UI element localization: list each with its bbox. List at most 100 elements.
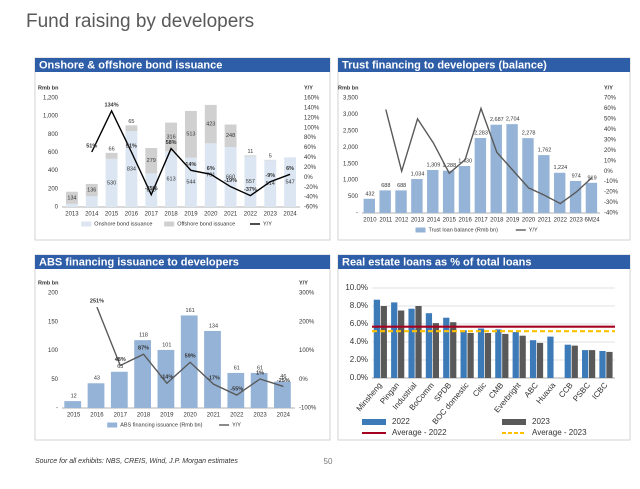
bar xyxy=(87,383,105,408)
y2-tick-label: -20% xyxy=(304,185,319,191)
legend-swatch xyxy=(415,227,426,233)
y-tick-label: 2,000 xyxy=(343,145,359,151)
data-label: 1,762 xyxy=(538,148,552,154)
bar xyxy=(519,335,526,378)
bar xyxy=(571,345,578,378)
y-tick-label: 6.0% xyxy=(350,319,368,328)
x-tick-label: 2021 xyxy=(207,413,221,419)
y2-tick-label: -60% xyxy=(304,205,319,211)
bar xyxy=(411,179,423,213)
y2-tick-label: 0% xyxy=(304,175,313,181)
bar xyxy=(125,131,138,207)
line-series xyxy=(385,106,593,205)
bar xyxy=(495,329,502,378)
y2-tick-label: 60% xyxy=(604,106,617,112)
x-tick-label: 2024 xyxy=(277,413,291,419)
x-tick-label: ICBC xyxy=(590,381,609,402)
legend-label: Y/Y xyxy=(232,422,241,428)
line-label: -55% xyxy=(230,387,243,393)
page-number: 50 xyxy=(324,457,333,466)
data-label: 248 xyxy=(226,133,235,139)
bar xyxy=(274,381,291,408)
legend-label: Y/Y xyxy=(529,227,538,233)
bar xyxy=(165,122,178,152)
line-label: -19% xyxy=(224,178,237,184)
bar xyxy=(204,143,217,207)
y-tick-label: 100 xyxy=(48,348,59,354)
legend-label: Trust loan balance (Rmb bn) xyxy=(429,227,499,233)
legend-label: 2023 xyxy=(532,417,550,426)
bar xyxy=(204,330,221,408)
x-tick-label: 2015 xyxy=(443,218,457,224)
legend-label: Y/Y xyxy=(263,221,272,227)
legend-label: 2022 xyxy=(392,417,410,426)
x-tick-label: 2019 xyxy=(506,218,520,224)
data-label: 1,034 xyxy=(411,171,425,177)
data-label: 544 xyxy=(186,180,195,186)
legend-label: Average - 2023 xyxy=(532,428,587,437)
y-tick-label: 1,000 xyxy=(343,178,359,184)
bar xyxy=(224,147,237,207)
y2-tick-label: 60% xyxy=(304,145,317,151)
data-label: 11 xyxy=(248,149,254,155)
data-label: 660 xyxy=(226,174,235,180)
x-tick-label: 6M24 xyxy=(585,218,601,224)
bar xyxy=(180,315,198,408)
y2-tick-label: 0% xyxy=(299,377,308,383)
bar xyxy=(522,138,534,213)
y-axis-title: Rmb bn xyxy=(338,85,359,91)
x-tick-label: 2023 xyxy=(253,413,267,419)
y-tick-label: 3,000 xyxy=(343,112,359,118)
legend-swatch xyxy=(81,221,92,227)
y2-tick-label: 50% xyxy=(604,116,617,122)
y-tick-label: 0 xyxy=(55,205,59,211)
y2-tick-label: 100% xyxy=(299,348,315,354)
bar xyxy=(538,155,550,213)
bar xyxy=(145,173,158,207)
y2-tick-label: -30% xyxy=(604,200,619,206)
y2-tick-label: 80% xyxy=(304,135,317,141)
data-label: 316 xyxy=(166,134,175,140)
bar xyxy=(588,350,596,378)
x-tick-label: 2019 xyxy=(160,413,174,419)
x-tick-label: Citic xyxy=(471,381,488,399)
y-tick-label: 3,500 xyxy=(343,96,359,102)
data-label: 66 xyxy=(109,146,115,152)
data-label: 530 xyxy=(107,180,116,186)
data-label: 547 xyxy=(285,180,294,186)
bar xyxy=(284,157,297,207)
data-label: 513 xyxy=(186,132,195,138)
panel-header xyxy=(35,58,330,72)
panel-header xyxy=(338,255,630,269)
bar xyxy=(606,351,613,378)
page-title: Fund raising by developers xyxy=(26,11,254,32)
line-label: 51% xyxy=(126,143,137,149)
data-label: 63 xyxy=(117,364,123,370)
bar xyxy=(264,160,277,207)
data-label: 701 xyxy=(206,173,215,179)
panel-title: ABS financing issuance to developers xyxy=(39,256,239,268)
data-label: 1,309 xyxy=(427,162,441,168)
x-tick-label: 2016 xyxy=(125,212,139,218)
bar xyxy=(224,124,237,148)
x-tick-label: 2020 xyxy=(522,218,536,224)
y2-tick-label: 120% xyxy=(304,115,320,121)
y2-tick-label: 10% xyxy=(604,158,617,164)
y-tick-label: 500 xyxy=(348,194,359,200)
line-label: -35% xyxy=(145,186,158,192)
y2-tick-label: 20% xyxy=(604,148,617,154)
panel-title: Trust financing to developers (balance) xyxy=(342,59,547,71)
x-tick-label: 2011 xyxy=(379,218,393,224)
bar xyxy=(64,401,82,408)
x-tick-label: 2016 xyxy=(458,218,472,224)
bar xyxy=(157,349,175,408)
line-label: -14% xyxy=(160,375,173,381)
y-tick-label: 2.0% xyxy=(350,355,368,364)
bar xyxy=(184,157,197,207)
y-tick-label: 1,200 xyxy=(43,96,59,102)
bar xyxy=(442,170,455,213)
bar xyxy=(105,158,118,207)
x-tick-label: 2010 xyxy=(363,218,377,224)
line-label: -37% xyxy=(244,187,257,193)
y-tick-label: 400 xyxy=(48,168,59,174)
